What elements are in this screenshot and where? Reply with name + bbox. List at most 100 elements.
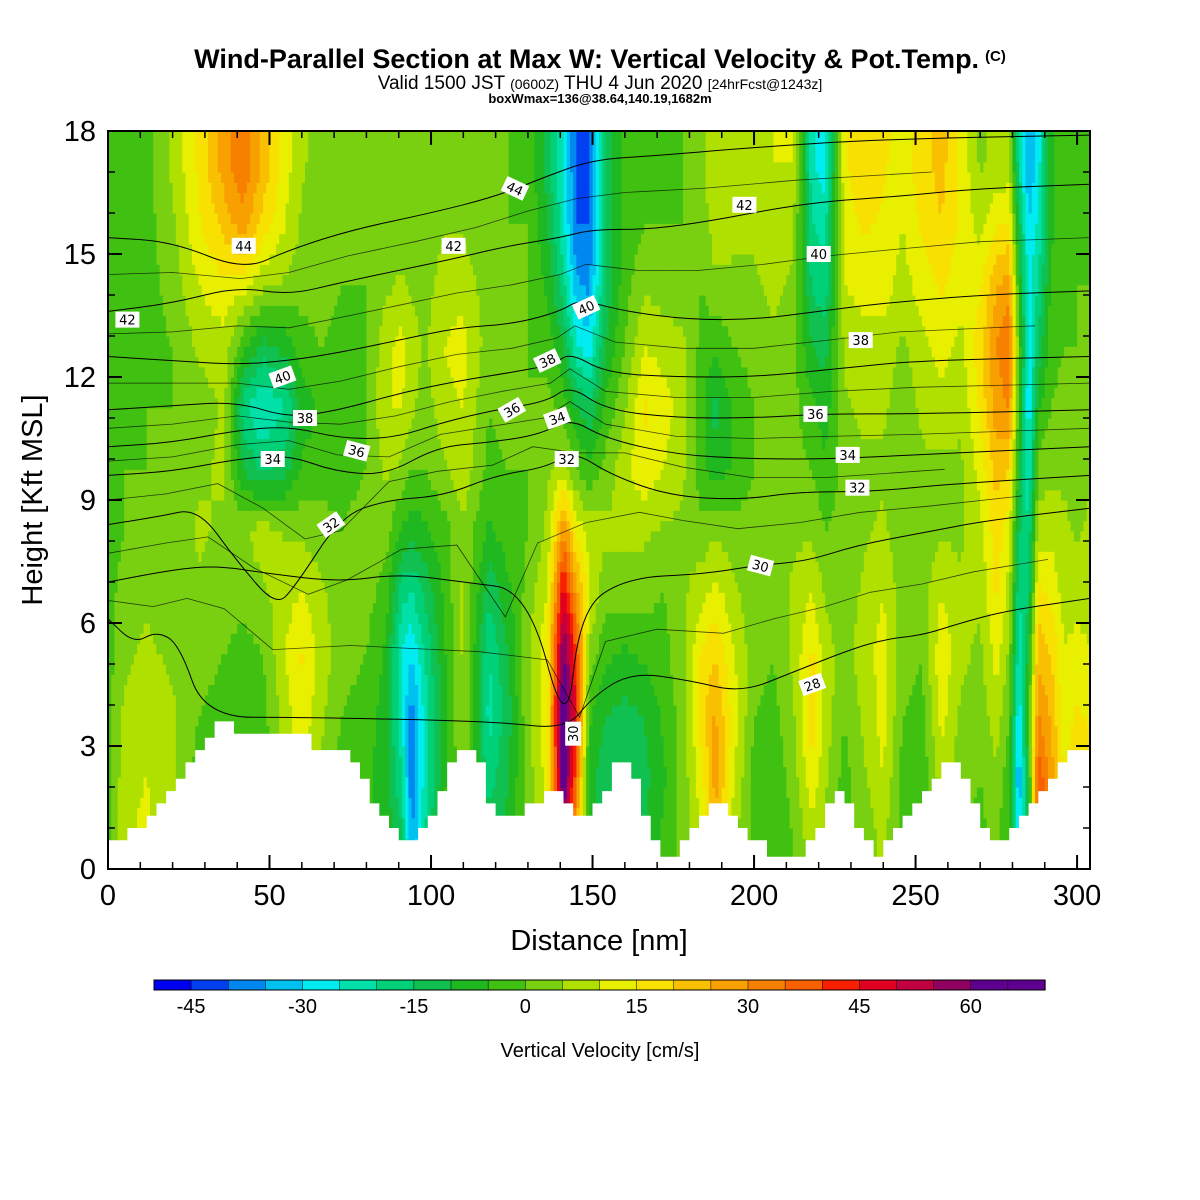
w-cell [133,284,138,296]
w-cell [159,684,164,696]
w-cell [130,776,135,788]
w-cell [153,305,158,317]
w-cell [159,418,164,429]
w-cell [137,418,141,429]
w-cell [108,213,112,224]
w-cell [172,315,177,327]
w-cell [130,746,135,757]
w-cell [162,233,167,245]
w-cell [169,551,174,563]
w-cell [159,172,164,183]
w-cell [114,182,119,194]
w-cell [140,243,145,255]
w-cell [130,182,135,194]
w-cell [108,612,112,624]
w-cell [156,223,161,235]
w-cell [124,305,128,317]
w-cell [127,295,132,306]
w-cell [120,500,125,511]
w-cell [117,561,122,573]
w-cell [114,356,119,368]
w-cell [137,766,141,778]
w-cell [153,172,158,183]
w-cell [175,756,180,768]
w-cell [133,459,138,470]
w-cell [156,735,161,747]
w-cell [146,653,151,665]
w-cell [120,377,125,388]
w-cell [153,336,158,347]
w-cell [108,735,112,747]
w-cell [111,592,116,604]
w-cell [124,746,128,757]
w-cell [143,243,148,255]
w-cell [146,735,151,747]
w-cell [137,274,141,286]
w-cell [156,295,161,306]
w-cell [120,643,125,655]
w-cell [111,448,116,460]
w-cell [137,407,141,419]
w-cell [162,571,167,583]
w-cell [111,397,116,409]
w-cell [127,407,132,419]
w-cell [124,797,128,809]
w-cell [166,561,170,573]
w-cell [162,305,167,317]
w-cell [133,551,138,563]
w-cell [130,325,135,337]
w-cell [182,131,187,142]
w-cell [133,489,138,501]
w-cell [166,479,170,491]
w-cell [140,366,145,378]
subtitle-forecast: [24hrFcst@1243z] [708,76,823,92]
w-cell [140,325,145,337]
w-cell [114,418,119,429]
w-cell [108,151,112,163]
w-cell [156,633,161,645]
w-cell [124,653,128,665]
w-cell [140,746,145,757]
w-cell [169,530,174,542]
w-cell [111,366,116,378]
w-cell [140,346,145,358]
w-cell [111,295,116,306]
w-cell [120,561,125,573]
w-cell [120,305,125,317]
w-cell [140,787,145,798]
w-cell [169,438,174,450]
w-cell [149,705,154,716]
w-cell [159,274,164,286]
w-cell [114,274,119,286]
w-cell [124,151,128,163]
w-cell [179,479,183,491]
w-cell [162,202,167,214]
w-cell [149,428,154,440]
w-cell [166,735,170,747]
w-cell [117,766,122,778]
w-cell [117,735,122,747]
w-cell [153,674,158,686]
w-cell [114,387,119,399]
w-cell [153,500,158,511]
w-cell [156,776,161,788]
w-cell [162,633,167,645]
w-cell [108,233,112,245]
w-cell [182,612,187,624]
w-cell [175,489,180,501]
w-cell [153,643,158,655]
w-cell [149,377,154,388]
w-cell [130,305,135,317]
w-cell [108,592,112,604]
w-cell [153,541,158,552]
w-cell [175,633,180,645]
w-cell [149,756,154,768]
w-cell [175,602,180,614]
w-cell [133,346,138,358]
w-cell [140,377,145,388]
w-cell [172,674,177,686]
w-cell [137,817,141,829]
w-cell [127,735,132,747]
w-cell [175,315,180,327]
w-cell [182,694,187,706]
